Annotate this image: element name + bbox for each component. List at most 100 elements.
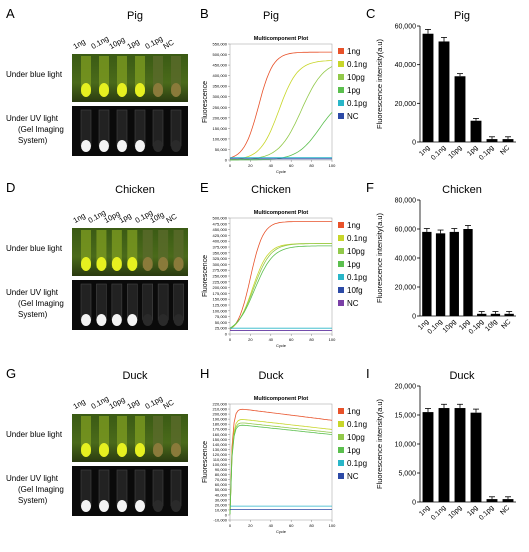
legend-entry: 1ng: [347, 221, 360, 230]
y-tick-label: 550,000: [213, 42, 228, 47]
bar: [490, 313, 501, 316]
bar: [422, 231, 432, 316]
y-tick-label: 190,000: [213, 417, 228, 422]
y-tick-label: 220,000: [213, 402, 228, 407]
category-label: 1pg: [466, 144, 479, 157]
uv-light-label: System): [18, 136, 48, 145]
y-tick-label: 50,000: [215, 487, 228, 492]
x-tick-label: 20: [248, 337, 253, 342]
legend-entry: 0.1ng: [347, 234, 367, 243]
x-tick-label: 60: [289, 337, 294, 342]
panel-title: Pig: [263, 10, 279, 22]
y-tick-label: 10,000: [215, 507, 228, 512]
category-label: 1pg: [466, 504, 479, 517]
y-tick-label: 120,000: [213, 452, 228, 457]
panel-title: Chicken: [115, 184, 155, 196]
legend-entry: NC: [347, 299, 359, 308]
x-tick-label: 60: [289, 523, 294, 528]
y-tick-label: 475,000: [213, 221, 228, 226]
panel-letter: F: [366, 180, 374, 195]
y-tick-label: 60,000: [395, 24, 417, 31]
y-tick-label: 40,000: [215, 492, 228, 497]
legend-swatch: [338, 300, 344, 306]
legend-swatch: [338, 113, 344, 119]
y-tick-label: 0: [225, 512, 228, 517]
legend-entry: NC: [347, 112, 359, 121]
x-tick-label: 40: [269, 523, 274, 528]
plot-title: Multicomponent Plot: [254, 396, 309, 402]
panel-title: Duck: [122, 370, 148, 382]
legend-swatch: [338, 408, 344, 414]
uv-light-photo: [72, 280, 188, 330]
bar: [438, 41, 450, 142]
y-tick-label: 210,000: [213, 407, 228, 412]
uv-light-label: System): [18, 310, 48, 319]
x-tick-label: 80: [309, 337, 314, 342]
y-tick-label: 350,000: [213, 250, 228, 255]
category-label: 10pg: [447, 504, 463, 520]
tube-label: 1ng: [71, 210, 87, 225]
legend-swatch: [338, 261, 344, 267]
y-tick-label: -10,000: [213, 518, 227, 523]
y-tick-label: 15,000: [395, 413, 417, 420]
y-tick-label: 425,000: [213, 233, 228, 238]
legend-swatch: [338, 222, 344, 228]
y-tick-label: 5,000: [398, 471, 416, 478]
bar: [470, 412, 482, 502]
y-tick-label: 80,000: [395, 198, 417, 205]
legend-entry: 10fg: [347, 286, 363, 295]
bar-chart: 80,000 60,000 40,000 20,000 0 Fluorescence in…: [375, 198, 516, 336]
uv-light-label: (Gel Imaging: [18, 299, 64, 308]
x-axis-label: Cycle: [276, 529, 287, 534]
y-tick-label: 150,000: [213, 437, 228, 442]
fluorescence-curve: [229, 419, 333, 515]
y-tick-label: 50,000: [215, 147, 228, 152]
y-tick-label: 170,000: [213, 427, 228, 432]
category-label: 0.1pg: [478, 144, 495, 161]
y-tick-label: 140,000: [213, 442, 228, 447]
y-tick-label: 30,000: [215, 497, 228, 502]
legend-entry: 10pg: [347, 73, 365, 82]
fluorescence-curve: [229, 408, 333, 515]
bar-chart: 60,000 40,000 20,000 0 Fluorescence intensit…: [375, 24, 516, 162]
panel-title: Pig: [454, 10, 470, 22]
y-tick-label: 100,000: [213, 136, 228, 141]
legend-entry: 1ng: [347, 47, 360, 56]
tube-label: 10pg: [107, 394, 127, 411]
blue-light-label: Under blue light: [6, 244, 63, 253]
y-tick-label: 300,000: [213, 262, 228, 267]
y-tick-label: 60,000: [395, 227, 417, 234]
panel-letter: B: [200, 6, 209, 21]
legend-swatch: [338, 287, 344, 293]
legend-entry: 1ng: [347, 407, 360, 416]
legend-swatch: [338, 447, 344, 453]
y-tick-label: 40,000: [395, 256, 417, 263]
fluorescence-plot: Multicomponent Plot 550,000 500,000 450,000…: [202, 36, 367, 174]
y-tick-label: 25,000: [215, 326, 228, 331]
legend-swatch: [338, 74, 344, 80]
y-tick-label: 275,000: [213, 268, 228, 273]
y-tick-label: 400,000: [213, 73, 228, 78]
y-tick-label: 75,000: [215, 314, 228, 319]
category-label: 0.1ng: [430, 144, 447, 161]
y-tick-label: 350,000: [213, 84, 228, 89]
plot-title: Multicomponent Plot: [254, 36, 309, 42]
panel-letter: H: [200, 366, 210, 381]
y-tick-label: 60,000: [215, 482, 228, 487]
y-tick-label: 125,000: [213, 303, 228, 308]
y-tick-label: 200,000: [213, 412, 228, 417]
tube-label: NC: [164, 211, 178, 225]
bar: [470, 120, 482, 142]
blue-light-photo: [72, 54, 188, 102]
legend-entry: 10pg: [347, 247, 365, 256]
y-axis-label: Fluorescence: [202, 255, 209, 297]
x-tick-label: 100: [329, 337, 336, 342]
y-tick-label: 250,000: [213, 105, 228, 110]
category-label: 10pg: [442, 318, 458, 334]
bar: [422, 33, 434, 142]
y-tick-label: 300,000: [213, 94, 228, 99]
fluorescence-curve: [229, 245, 332, 329]
category-label: NC: [499, 504, 511, 516]
legend-swatch: [338, 61, 344, 67]
uv-light-label: System): [18, 496, 48, 505]
